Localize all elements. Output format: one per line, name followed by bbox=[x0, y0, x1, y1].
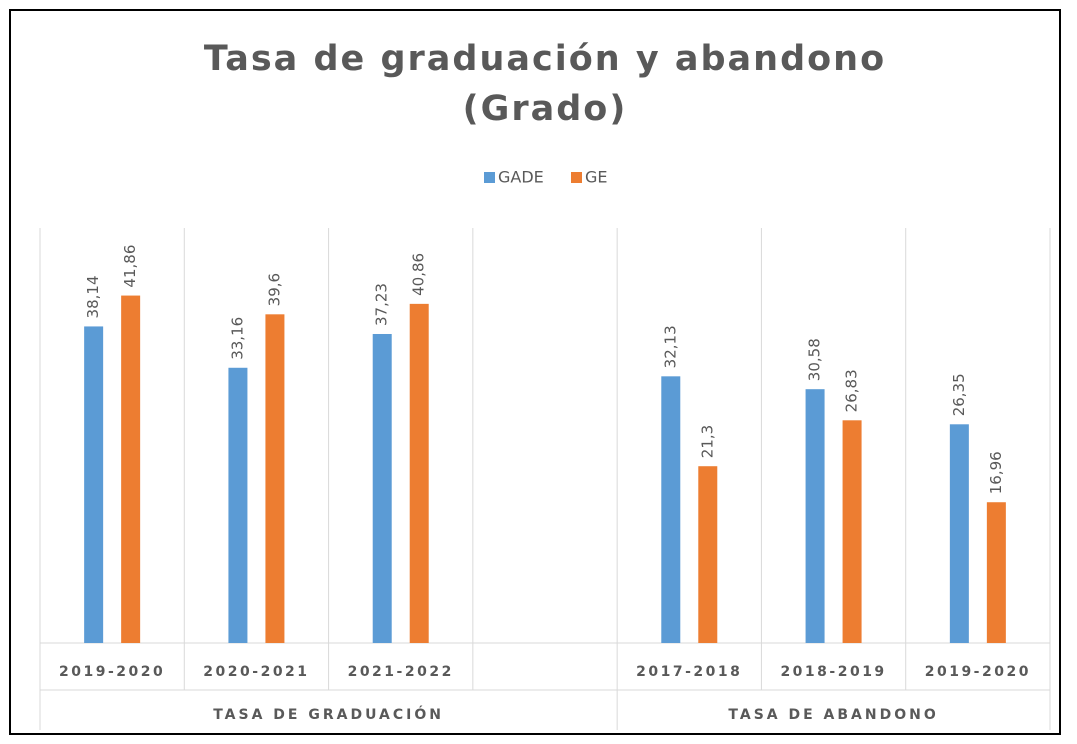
bar bbox=[84, 326, 104, 643]
bar bbox=[265, 314, 285, 643]
bar bbox=[805, 389, 825, 643]
data-label: 30,58 bbox=[806, 338, 824, 381]
data-label: 26,83 bbox=[843, 369, 861, 412]
data-label: 21,3 bbox=[698, 425, 716, 458]
data-label: 40,86 bbox=[410, 253, 428, 296]
data-label: 16,96 bbox=[987, 451, 1005, 494]
data-label: 39,6 bbox=[265, 273, 283, 306]
legend-label: GE bbox=[585, 168, 608, 187]
bar bbox=[372, 333, 392, 643]
group-label: TASA DE ABANDONO bbox=[728, 707, 938, 723]
data-label: 26,35 bbox=[950, 373, 968, 416]
chart-title: Tasa de graduación y abandono bbox=[204, 39, 886, 79]
chart-title: (Grado) bbox=[463, 89, 628, 129]
data-label: 32,13 bbox=[661, 325, 679, 368]
x-tick-label: 2020-2021 bbox=[203, 664, 309, 680]
data-label: 41,86 bbox=[121, 245, 139, 288]
legend-swatch bbox=[484, 172, 495, 183]
bar bbox=[949, 424, 969, 643]
bar bbox=[121, 295, 141, 643]
legend-swatch bbox=[571, 172, 582, 183]
bar bbox=[409, 303, 429, 643]
data-label: 37,23 bbox=[373, 283, 391, 326]
x-tick-label: 2019-2020 bbox=[59, 664, 165, 680]
group-label: TASA DE GRADUACIÓN bbox=[213, 705, 444, 723]
x-tick-label: 2018-2019 bbox=[780, 664, 886, 680]
bar bbox=[698, 466, 718, 643]
data-label: 33,16 bbox=[228, 317, 246, 360]
bar bbox=[228, 367, 248, 643]
bar bbox=[661, 376, 681, 643]
x-tick-label: 2019-2020 bbox=[925, 664, 1031, 680]
bar bbox=[842, 420, 862, 643]
x-tick-label: 2017-2018 bbox=[636, 664, 742, 680]
data-label: 38,14 bbox=[84, 275, 102, 318]
frame bbox=[9, 9, 1061, 735]
legend-label: GADE bbox=[498, 168, 544, 187]
bar bbox=[986, 502, 1006, 643]
x-tick-label: 2021-2022 bbox=[348, 664, 454, 680]
